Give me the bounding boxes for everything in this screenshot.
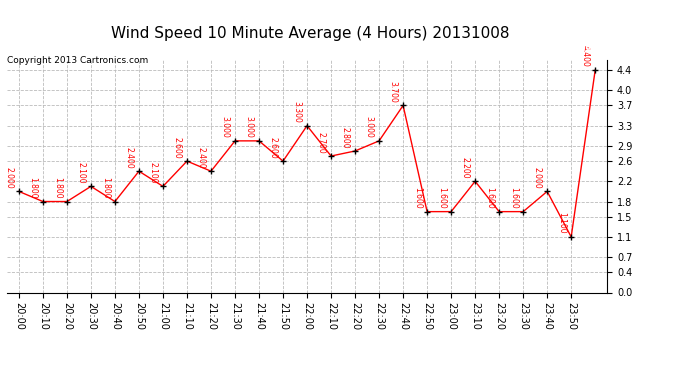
Text: Wind  (mph): Wind (mph) — [568, 42, 633, 52]
Text: 1.800: 1.800 — [29, 177, 38, 199]
Text: 1.600: 1.600 — [509, 187, 518, 209]
Text: 2.400: 2.400 — [197, 147, 206, 168]
Text: 2.600: 2.600 — [172, 136, 181, 158]
Text: 3.300: 3.300 — [293, 101, 302, 123]
Text: Copyright 2013 Cartronics.com: Copyright 2013 Cartronics.com — [7, 56, 148, 65]
Text: 3.000: 3.000 — [245, 116, 254, 138]
Text: 1.600: 1.600 — [437, 187, 446, 209]
Text: 1.600: 1.600 — [413, 187, 422, 209]
Text: 4.400: 4.400 — [581, 45, 590, 68]
Text: 2.100: 2.100 — [77, 162, 86, 184]
Text: 2.600: 2.600 — [269, 136, 278, 158]
Text: Wind Speed 10 Minute Average (4 Hours) 20131008: Wind Speed 10 Minute Average (4 Hours) 2… — [111, 26, 510, 41]
Text: 2.100: 2.100 — [149, 162, 158, 184]
Text: 3.000: 3.000 — [365, 116, 374, 138]
Text: 3.700: 3.700 — [389, 81, 398, 103]
Text: 1.800: 1.800 — [101, 177, 110, 199]
Text: 1.600: 1.600 — [485, 187, 494, 209]
Text: 1.800: 1.800 — [52, 177, 61, 199]
Text: 2.400: 2.400 — [125, 147, 134, 168]
Text: 2.800: 2.800 — [341, 127, 350, 148]
Text: 1.100: 1.100 — [557, 213, 566, 234]
Text: 2.700: 2.700 — [317, 132, 326, 153]
Text: 2.000: 2.000 — [533, 167, 542, 189]
Text: 2.200: 2.200 — [461, 157, 470, 178]
Text: 2.000: 2.000 — [5, 167, 14, 189]
Text: 3.000: 3.000 — [221, 116, 230, 138]
